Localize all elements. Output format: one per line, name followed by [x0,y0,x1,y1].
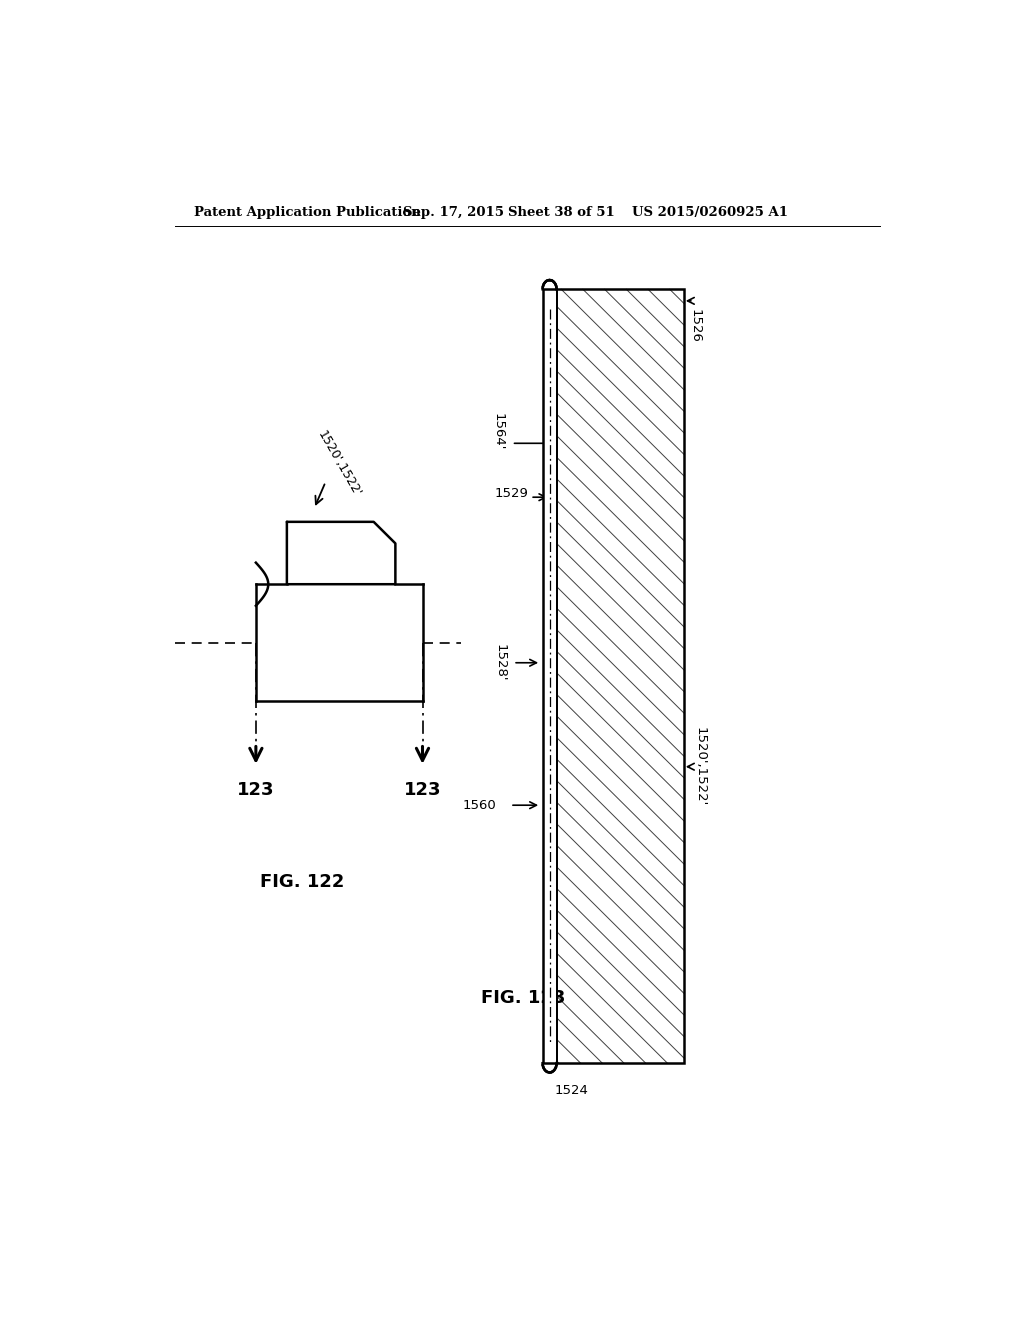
Text: 1564': 1564' [492,413,504,450]
Bar [543,289,557,1063]
Text: 1560: 1560 [463,799,496,812]
Text: US 2015/0260925 A1: US 2015/0260925 A1 [632,206,787,219]
Text: FIG. 123: FIG. 123 [480,989,565,1007]
Text: 1520',1522': 1520',1522' [693,727,707,807]
Text: 123: 123 [403,780,441,799]
Text: 1529: 1529 [495,487,528,500]
Text: 1524: 1524 [554,1084,588,1097]
Text: 123: 123 [238,780,274,799]
Bar [557,289,684,1063]
Text: FIG. 122: FIG. 122 [260,874,344,891]
Bar [557,289,684,1063]
Text: 1520',1522': 1520',1522' [314,429,364,499]
Bar [543,289,684,1063]
Text: 1526: 1526 [688,309,701,342]
Text: Patent Application Publication: Patent Application Publication [194,206,421,219]
Text: 1528': 1528' [494,644,507,681]
Text: Sep. 17, 2015: Sep. 17, 2015 [403,206,504,219]
Text: Sheet 38 of 51: Sheet 38 of 51 [508,206,614,219]
